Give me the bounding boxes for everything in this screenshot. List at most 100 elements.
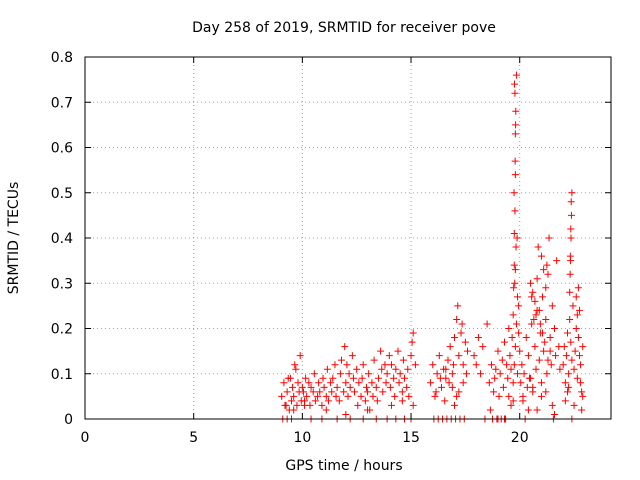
data-point: [290, 392, 298, 400]
data-point: [498, 356, 506, 364]
data-point: [407, 352, 415, 360]
data-point: [561, 379, 569, 387]
data-point: [525, 374, 533, 382]
data-point: [333, 383, 341, 391]
data-point: [474, 334, 482, 342]
data-point: [506, 352, 514, 360]
data-point: [290, 406, 298, 414]
data-point: [535, 356, 543, 364]
data-point: [385, 352, 393, 360]
data-point: [541, 338, 549, 346]
data-point: [537, 252, 545, 260]
x-tick-labels: 0 5 10 15 20: [81, 430, 529, 446]
data-point: [567, 338, 575, 346]
data-point: [510, 229, 518, 237]
data-point: [342, 379, 350, 387]
data-point: [386, 383, 394, 391]
data-point: [512, 121, 520, 129]
data-point: [377, 347, 385, 355]
data-point: [503, 361, 511, 369]
data-point: [432, 388, 440, 396]
data-point: [574, 334, 582, 342]
data-point: [561, 397, 569, 405]
data-point: [568, 356, 576, 364]
data-point: [511, 157, 519, 165]
data-point: [571, 347, 579, 355]
data-point: [453, 315, 461, 323]
data-point: [301, 401, 309, 409]
data-point: [284, 374, 292, 382]
data-point: [280, 379, 288, 387]
data-point: [448, 370, 456, 378]
data-point: [510, 284, 518, 292]
data-point: [550, 410, 558, 418]
data-point: [495, 392, 503, 400]
data-point: [336, 370, 344, 378]
data-point: [449, 361, 457, 369]
data-point: [387, 401, 395, 409]
data-point: [462, 370, 470, 378]
data-point: [492, 365, 500, 373]
data-point: [351, 388, 359, 396]
data-point: [536, 320, 544, 328]
data-point: [564, 388, 572, 396]
axis-ticks: [84, 56, 611, 420]
data-points: [278, 71, 587, 423]
data-point: [370, 356, 378, 364]
data-point: [457, 329, 465, 337]
data-point: [512, 71, 520, 79]
data-point: [310, 370, 318, 378]
data-point: [511, 171, 519, 179]
data-point: [391, 392, 399, 400]
data-point: [459, 361, 467, 369]
data-point: [436, 374, 444, 382]
data-point: [508, 334, 516, 342]
y-tick-label: 0.4: [51, 231, 73, 247]
y-tick-labels: 0 0.1 0.2 0.3 0.4 0.5 0.6 0.7 0.8: [51, 50, 73, 428]
data-point: [396, 370, 404, 378]
data-point: [401, 374, 409, 382]
x-tick-label: 5: [189, 430, 198, 446]
data-point: [509, 379, 517, 387]
data-point: [472, 361, 480, 369]
data-point: [548, 302, 556, 310]
y-tick-label: 0.1: [51, 367, 73, 383]
data-point: [368, 379, 376, 387]
data-point: [564, 329, 572, 337]
data-point: [382, 379, 390, 387]
data-point: [514, 370, 522, 378]
data-point: [537, 379, 545, 387]
data-point: [383, 370, 391, 378]
chart-title: Day 258 of 2019, SRMTID for receiver pov…: [192, 20, 496, 36]
data-point: [537, 392, 545, 400]
data-point: [574, 284, 582, 292]
data-point: [544, 270, 552, 278]
data-point: [510, 361, 518, 369]
data-point: [566, 288, 574, 296]
y-tick-label: 0.7: [51, 95, 73, 111]
data-point: [532, 311, 540, 319]
data-point: [533, 275, 541, 283]
data-point: [329, 374, 337, 382]
data-point: [550, 325, 558, 332]
data-point: [509, 397, 517, 405]
data-point: [455, 352, 463, 360]
data-point: [569, 302, 577, 310]
data-point: [349, 374, 357, 382]
data-point: [500, 338, 508, 346]
data-point: [518, 361, 526, 369]
x-tick-label: 15: [402, 430, 420, 446]
data-point: [566, 252, 574, 260]
data-point: [429, 361, 437, 369]
data-point: [283, 388, 291, 396]
data-point: [387, 361, 395, 369]
data-point: [524, 406, 532, 414]
data-point: [517, 379, 525, 387]
data-point: [577, 379, 585, 387]
data-point: [529, 383, 537, 391]
data-point: [365, 370, 373, 378]
data-point: [292, 365, 300, 373]
data-point: [453, 392, 461, 400]
data-point: [316, 388, 324, 396]
data-point: [570, 365, 578, 373]
